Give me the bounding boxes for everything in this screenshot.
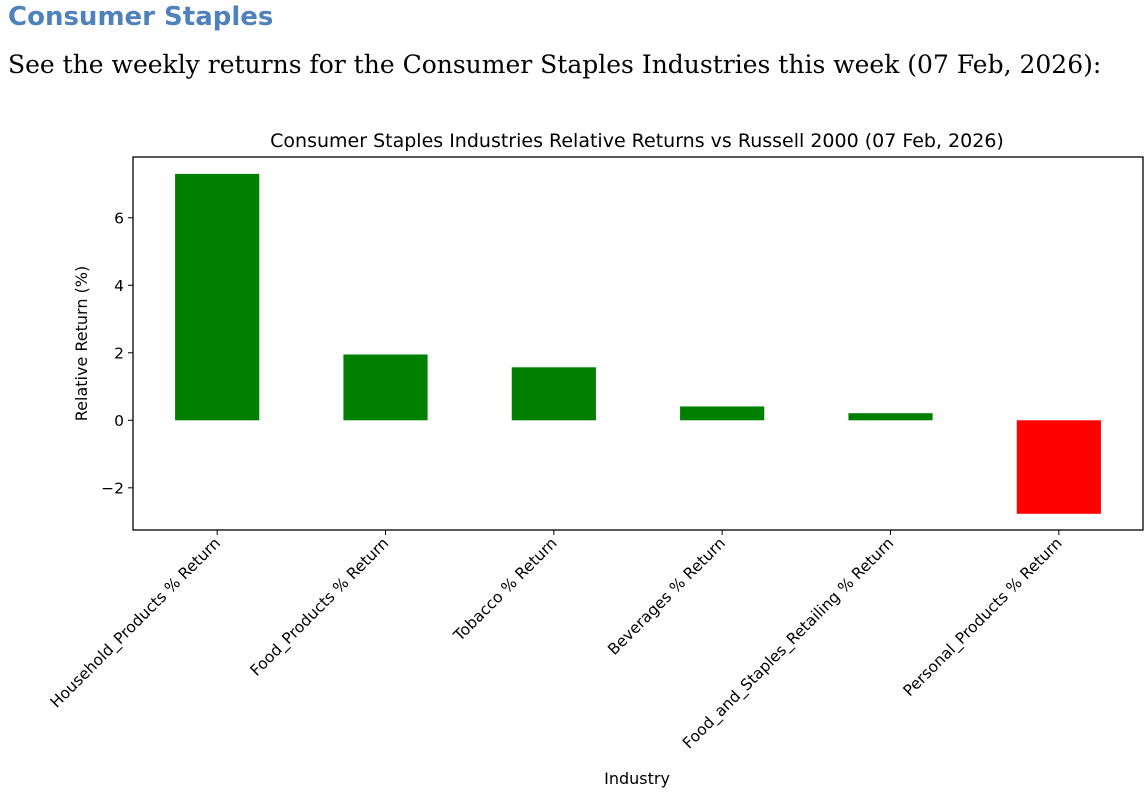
x-tick-label: Beverages % Return: [604, 534, 729, 659]
bars-group: [175, 173, 1101, 514]
x-tick-label: Tobacco % Return: [449, 534, 560, 645]
section-heading: Consumer Staples: [8, 2, 274, 32]
x-tick-label: Food_and_Staples_Retailing % Return: [679, 534, 898, 753]
bar-1: [343, 354, 428, 421]
y-tick-label: 4: [114, 277, 124, 295]
x-tick-label: Food_Products % Return: [247, 534, 393, 680]
intro-text: See the weekly returns for the Consumer …: [8, 50, 1102, 79]
x-tick-label: Personal_Products % Return: [900, 534, 1067, 701]
bar-4: [848, 413, 933, 421]
chart-title: Consumer Staples Industries Relative Ret…: [270, 130, 1004, 152]
bar-0: [175, 173, 260, 421]
y-tick-label: 6: [114, 209, 124, 227]
y-tick-label: −2: [101, 479, 124, 497]
bar-2: [511, 367, 596, 421]
y-axis-label: Relative Return (%): [72, 266, 91, 421]
x-axis-label: Industry: [604, 769, 670, 788]
y-axis: −2 0 2 4 6: [101, 209, 133, 497]
y-tick-label: 2: [114, 344, 124, 362]
plot-frame: [132, 156, 1144, 531]
y-tick-label: 0: [114, 412, 124, 430]
bar-5: [1016, 420, 1101, 514]
x-tick-label: Household_Products % Return: [47, 534, 225, 712]
x-axis: Household_Products % Return Food_Products…: [47, 530, 1067, 753]
bar-3: [680, 406, 765, 421]
